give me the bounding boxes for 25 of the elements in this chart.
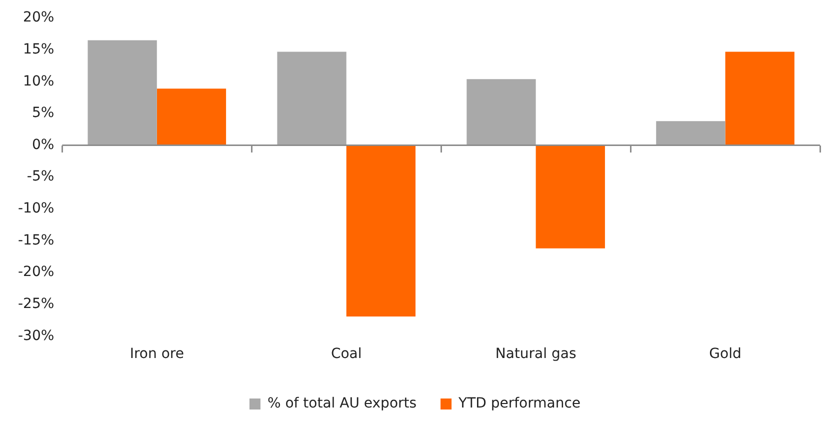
y-tick-label: -25% [18,296,54,312]
y-tick-label: -15% [18,232,54,248]
bar [88,40,157,146]
y-tick-label: 5% [32,105,54,122]
x-tick-label: Natural gas [495,346,576,362]
bar [656,121,726,146]
bar [346,145,416,316]
x-tick-label: Coal [330,346,362,362]
y-tick-label: 10% [23,73,54,90]
legend-label: % of total AU exports [267,396,417,412]
y-tick-label: -10% [18,200,54,217]
y-tick-label: -30% [18,328,54,344]
y-tick-label: -20% [18,264,54,280]
bar [277,52,346,146]
bar [536,145,605,248]
bar [466,79,536,146]
y-tick-label: 15% [23,41,54,58]
x-tick-label: Iron ore [130,346,184,362]
legend-label: YTD performance [458,396,581,412]
y-tick-label: 20% [23,10,54,26]
bar [156,88,226,146]
y-tick-label: 0% [32,136,54,153]
bar [725,52,794,146]
x-tick-label: Gold [709,346,742,362]
y-tick-label: -5% [26,168,54,185]
